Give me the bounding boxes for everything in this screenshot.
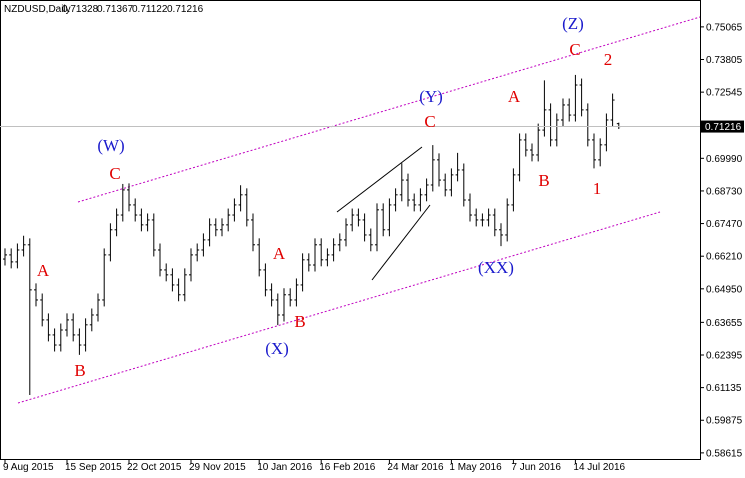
y-tick-label: 0.73805 bbox=[706, 55, 743, 66]
wave-label: A bbox=[37, 261, 50, 280]
wave-label: A bbox=[508, 87, 521, 106]
y-tick-label: 0.66210 bbox=[706, 252, 743, 263]
header-open: 0.71328 bbox=[62, 4, 99, 15]
y-tick-label: 0.75065 bbox=[706, 22, 743, 33]
x-tick-label: 1 May 2016 bbox=[449, 462, 502, 473]
y-tick-label: 0.59875 bbox=[706, 416, 743, 427]
y-tick-label: 0.64950 bbox=[706, 284, 743, 295]
y-tick-label: 0.67470 bbox=[706, 219, 743, 230]
y-tick-label: 0.63655 bbox=[706, 318, 743, 329]
wedge-line bbox=[336, 146, 423, 213]
y-tick-label: 0.61135 bbox=[706, 383, 742, 394]
x-tick-label: 29 Nov 2015 bbox=[189, 462, 246, 473]
wave-label: B bbox=[538, 171, 549, 190]
wave-label: (X) bbox=[265, 339, 289, 358]
y-tick-label: 0.69990 bbox=[706, 154, 743, 165]
x-tick-label: 24 Mar 2016 bbox=[387, 462, 444, 473]
x-tick-label: 22 Oct 2015 bbox=[127, 462, 182, 473]
price-label: 0.71216 bbox=[705, 122, 742, 133]
wave-label: (Y) bbox=[419, 87, 443, 106]
wave-label: C bbox=[569, 40, 580, 59]
wave-label: (Z) bbox=[562, 14, 584, 33]
wedge-line bbox=[371, 204, 431, 281]
header-close: 0.71216 bbox=[167, 4, 204, 15]
x-tick-label: 16 Feb 2016 bbox=[319, 462, 376, 473]
wave-label: C bbox=[424, 112, 435, 131]
channel-upper bbox=[77, 16, 701, 203]
y-tick-label: 0.58615 bbox=[706, 448, 743, 459]
y-tick-label: 0.62395 bbox=[706, 350, 743, 361]
wave-label: (XX) bbox=[478, 258, 514, 277]
chart-title: NZDUSD,Daily bbox=[4, 4, 71, 15]
wave-label: B bbox=[294, 312, 305, 331]
x-tick-label: 15 Sep 2015 bbox=[65, 462, 122, 473]
x-tick-label: 9 Aug 2015 bbox=[3, 462, 54, 473]
wave-label: (W) bbox=[97, 136, 124, 155]
header-low: 0.71122 bbox=[132, 4, 168, 15]
x-tick-label: 10 Jan 2016 bbox=[257, 462, 312, 473]
header-high: 0.71367 bbox=[97, 4, 134, 15]
wave-label: A bbox=[273, 244, 286, 263]
wave-label: C bbox=[109, 164, 120, 183]
price-box bbox=[701, 120, 744, 133]
y-tick-label: 0.72545 bbox=[706, 88, 743, 99]
wave-label: 2 bbox=[604, 50, 613, 69]
x-tick-label: 7 Jun 2016 bbox=[511, 462, 561, 473]
wave-label: 1 bbox=[593, 179, 602, 198]
wave-label: B bbox=[74, 361, 85, 380]
x-tick-label: 14 Jul 2016 bbox=[573, 462, 625, 473]
plot-frame bbox=[0, 0, 701, 460]
y-tick-label: 0.68730 bbox=[706, 186, 743, 197]
